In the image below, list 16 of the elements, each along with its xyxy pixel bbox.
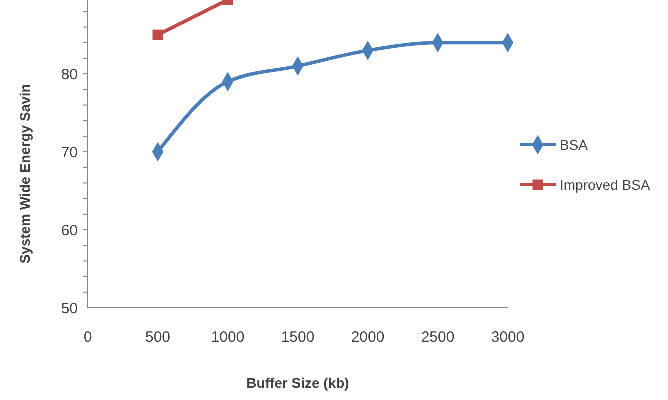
- y-tick-label: 70: [61, 144, 78, 162]
- legend-label: Improved BSA: [560, 176, 651, 193]
- x-tick-label: 0: [84, 329, 92, 346]
- x-tick-label: 1000: [211, 329, 245, 346]
- point: [152, 30, 164, 40]
- x-axis-title: Buffer Size (kb): [246, 375, 350, 391]
- x-tick-label: 500: [145, 329, 171, 346]
- y-tick-label: 80: [61, 66, 78, 84]
- x-tick-label: 1500: [281, 329, 315, 346]
- x-tick-label: 3000: [491, 329, 525, 346]
- y-tick-label: 60: [61, 222, 78, 240]
- legend-label: BSA: [560, 136, 589, 153]
- y-axis-title: System Wide Energy Savin: [17, 84, 33, 264]
- x-tick-label: 2000: [351, 329, 385, 346]
- y-tick-label: 50: [61, 300, 78, 318]
- x-tick-label: 2500: [421, 329, 455, 346]
